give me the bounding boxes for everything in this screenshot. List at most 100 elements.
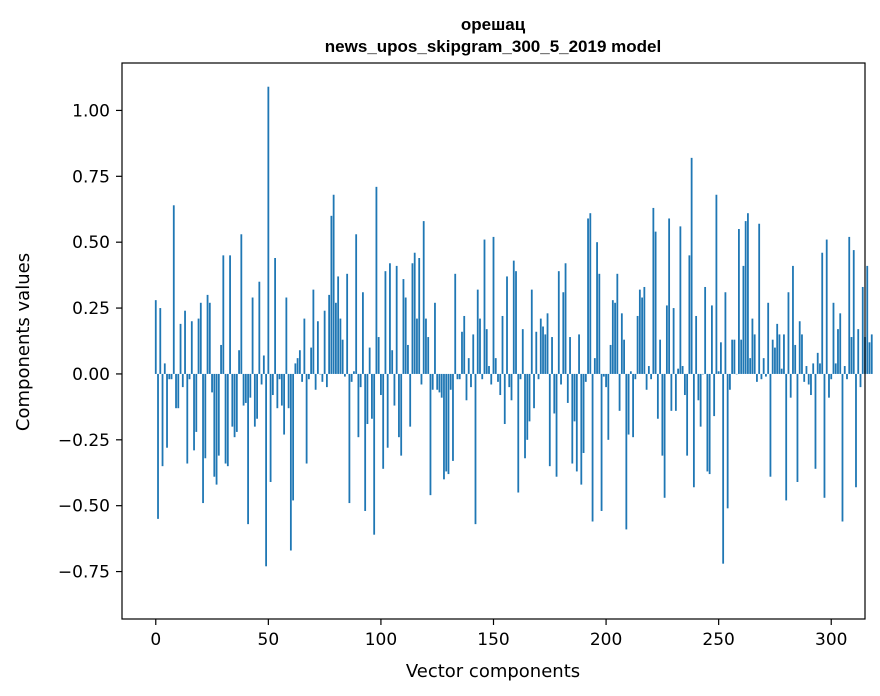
bar (616, 273, 619, 374)
bar (769, 373, 772, 477)
bar (837, 329, 839, 374)
bar (801, 334, 803, 374)
bar (485, 329, 488, 374)
bar (627, 373, 630, 435)
bar (395, 265, 398, 374)
bar (724, 292, 727, 374)
bar (195, 373, 198, 432)
bar (503, 373, 506, 425)
bar (535, 331, 538, 374)
bar (211, 373, 213, 393)
bar (431, 373, 434, 390)
bar (638, 289, 641, 374)
bar (771, 339, 774, 374)
bar (353, 371, 355, 374)
bar (787, 292, 790, 374)
bar (301, 373, 304, 382)
bar (758, 223, 761, 374)
bar (828, 373, 830, 398)
bar (711, 305, 713, 374)
bar (546, 313, 549, 374)
bar (810, 373, 812, 396)
bar (796, 373, 799, 482)
bar (420, 373, 423, 385)
bar (654, 231, 657, 374)
bar (551, 337, 553, 374)
bar (217, 373, 220, 456)
bar (339, 318, 342, 374)
bar (470, 373, 472, 388)
bar (393, 373, 396, 406)
bar (184, 310, 186, 374)
bar (816, 352, 819, 374)
bar (497, 373, 499, 382)
bar (175, 373, 177, 409)
bar (843, 366, 846, 374)
bar (458, 373, 461, 380)
bar (506, 276, 508, 374)
bar (508, 373, 511, 388)
bar (328, 294, 331, 374)
bar (346, 273, 349, 374)
y-tick-label: −0.75 (58, 563, 110, 583)
bar (402, 279, 405, 374)
bar (364, 373, 367, 511)
bar (355, 234, 358, 374)
bar (287, 373, 290, 409)
bar (857, 329, 860, 374)
bar (323, 310, 326, 374)
bar (672, 308, 675, 374)
bar (438, 373, 441, 393)
bar (456, 373, 459, 380)
bar (542, 326, 544, 374)
bar (362, 292, 364, 374)
bar (650, 373, 653, 380)
bar (386, 373, 389, 448)
bar (479, 318, 481, 374)
bar (359, 373, 362, 388)
y-tick-label: 0.75 (72, 167, 110, 187)
bar (749, 358, 752, 374)
x-tick-label: 50 (258, 630, 280, 650)
bar (557, 271, 560, 374)
bar (695, 315, 698, 374)
y-tick-label: 0.25 (72, 299, 110, 319)
bar (274, 258, 276, 374)
bar (258, 281, 261, 374)
chart-title: орешац (461, 15, 526, 34)
bar (429, 373, 432, 496)
bar (789, 373, 792, 398)
bar (193, 373, 195, 451)
bar (409, 373, 412, 427)
bar (501, 315, 504, 374)
bar (566, 373, 569, 403)
bar (803, 373, 806, 382)
bar (663, 373, 666, 498)
bar (292, 373, 295, 501)
bar (418, 258, 421, 374)
bar (744, 221, 747, 374)
bar (564, 263, 567, 374)
bar (289, 373, 292, 551)
x-tick-label: 250 (702, 630, 734, 650)
bar (580, 373, 583, 485)
y-tick-label: −0.25 (58, 431, 110, 451)
bar (515, 271, 517, 374)
bar (823, 373, 826, 498)
bar (447, 373, 450, 475)
bar (652, 207, 655, 374)
bar (371, 373, 373, 419)
bar (256, 373, 258, 419)
bar (213, 373, 216, 477)
bar (271, 373, 274, 396)
bar (276, 373, 279, 409)
bar (704, 286, 707, 374)
bar (517, 373, 520, 493)
bar (251, 297, 254, 374)
x-tick-label: 200 (590, 630, 622, 650)
bar (391, 350, 394, 374)
bar (316, 321, 319, 374)
bar (756, 373, 758, 382)
bar (186, 373, 189, 464)
bar (231, 373, 234, 427)
